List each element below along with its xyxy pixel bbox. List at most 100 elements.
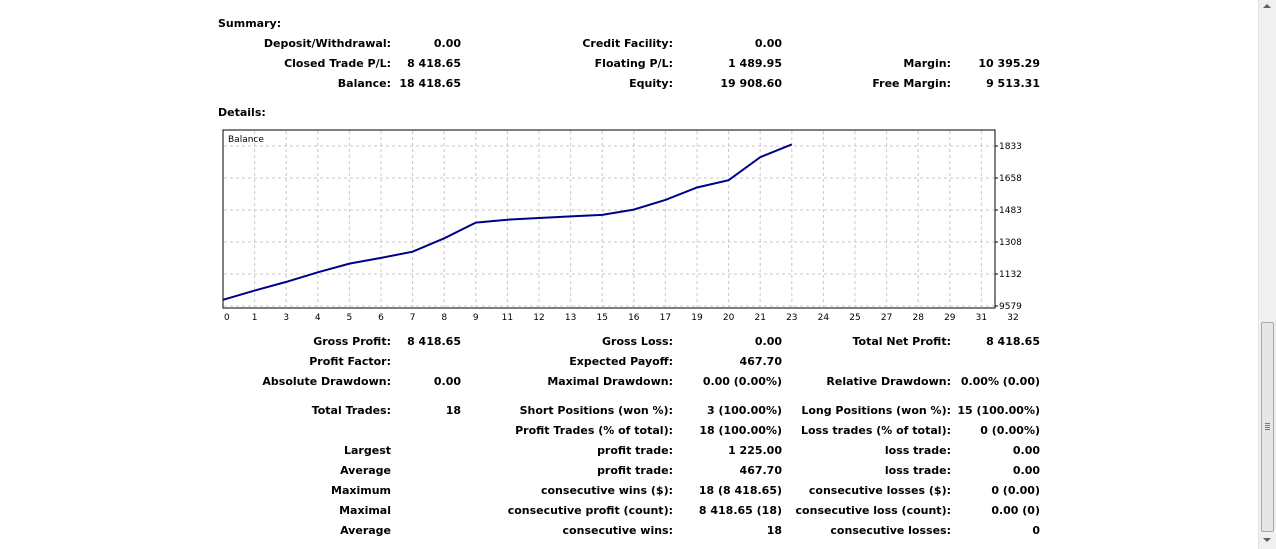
x-tick-label: 7 <box>410 313 416 323</box>
details-label: Absolute Drawdown: <box>262 375 391 388</box>
vertical-scrollbar[interactable] <box>1258 0 1276 549</box>
summary-label: Free Margin: <box>872 77 951 90</box>
details-label: Expected Payoff: <box>569 355 673 368</box>
x-tick-label: 29 <box>944 313 956 323</box>
details-label: Profit Trades (% of total): <box>515 424 673 437</box>
details-label: profit trade: <box>597 464 673 477</box>
x-tick-label: 32 <box>1007 313 1018 323</box>
summary-value: 0.00 <box>433 37 461 50</box>
summary-value: 19 908.60 <box>720 77 782 90</box>
x-tick-label: 5 <box>347 313 353 323</box>
scroll-thumb[interactable] <box>1261 322 1274 532</box>
details-value: 3 (100.00%) <box>706 404 782 417</box>
scroll-up-arrow-icon[interactable] <box>1263 4 1271 8</box>
details-value: 18 (8 418.65) <box>698 484 782 497</box>
details-label: Total Net Profit: <box>852 335 952 348</box>
y-tick-label: 13080 <box>999 238 1022 248</box>
details-value: 18 <box>445 404 461 417</box>
details-label: Gross Profit: <box>313 335 391 348</box>
details-label: Relative Drawdown: <box>826 375 951 388</box>
details-value: 0.00 <box>754 335 782 348</box>
scroll-down-arrow-icon[interactable] <box>1263 538 1271 542</box>
details-value: 0.00% (0.00) <box>960 375 1040 388</box>
details-value: 1 225.00 <box>728 444 782 457</box>
x-tick-label: 12 <box>533 313 544 323</box>
x-tick-label: 9 <box>473 313 479 323</box>
summary-heading: Summary: <box>218 17 282 30</box>
details-value: 467.70 <box>739 464 782 477</box>
balance-series-line <box>222 143 793 301</box>
x-tick-label: 13 <box>565 313 576 323</box>
details-label: Loss trades (% of total): <box>800 424 951 437</box>
x-tick-label: 17 <box>660 313 671 323</box>
details-value: 0.00 (0) <box>991 504 1040 517</box>
details-label: Maximum <box>331 484 391 497</box>
details-value: 0 <box>1032 524 1040 537</box>
details-label: consecutive wins: <box>562 524 673 537</box>
summary-label: Deposit/Withdrawal: <box>263 37 391 50</box>
details-value: 18 <box>766 524 782 537</box>
grip-line <box>1265 427 1270 428</box>
x-tick-label: 1 <box>252 313 258 323</box>
details-value: 8 418.65 (18) <box>698 504 782 517</box>
details-value: 0.00 <box>433 375 461 388</box>
summary-label: Credit Facility: <box>582 37 673 50</box>
details-value: 0.00 <box>1012 464 1040 477</box>
details-value: 467.70 <box>739 355 782 368</box>
x-tick-label: 8 <box>441 313 447 323</box>
details-label: Maximal <box>339 504 391 517</box>
x-tick-label: 6 <box>378 313 384 323</box>
grip-line <box>1265 423 1270 424</box>
details-label: Average <box>340 524 391 537</box>
summary-label: Balance: <box>337 77 391 90</box>
chart-legend: Balance <box>228 135 264 145</box>
details-value: 8 418.65 <box>407 335 461 348</box>
summary-value: 8 418.65 <box>407 57 461 70</box>
details-label: loss trade: <box>884 444 951 457</box>
grip-line <box>1265 425 1270 426</box>
details-value: 8 418.65 <box>986 335 1040 348</box>
details-label: Largest <box>344 444 391 457</box>
details-label: Average <box>340 464 391 477</box>
x-tick-label: 3 <box>283 313 289 323</box>
x-tick-label: 23 <box>786 313 797 323</box>
x-tick-label: 21 <box>754 313 765 323</box>
chart-plot-frame <box>222 129 996 309</box>
x-tick-label: 31 <box>976 313 987 323</box>
balance-chart: 18331165801483013080113299579 0134567891… <box>222 129 1022 323</box>
details-value: 15 (100.00%) <box>957 404 1040 417</box>
x-tick-label: 15 <box>596 313 607 323</box>
y-tick-label: 9579 <box>999 302 1022 312</box>
details-value: 0 (0.00%) <box>980 424 1040 437</box>
chart-grid <box>224 131 994 307</box>
x-tick-label: 11 <box>502 313 513 323</box>
y-tick-label: 16580 <box>999 174 1022 184</box>
summary-value: 9 513.31 <box>986 77 1040 90</box>
details-label: consecutive profit (count): <box>507 504 673 517</box>
details-label: Gross Loss: <box>602 335 673 348</box>
chart-x-axis: 0 1 3 4 5 6 7 8 9 11 12 13 15 16 17 19 20 21 23 24 25 27 28 29 3… <box>224 313 1019 323</box>
details-label: Total Trades: <box>311 404 391 417</box>
details-value: 0 (0.00) <box>991 484 1040 497</box>
x-tick-label: 4 <box>315 313 321 323</box>
details-label: Profit Factor: <box>309 355 391 368</box>
summary-label: Closed Trade P/L: <box>284 57 391 70</box>
y-tick-label: 14830 <box>999 206 1022 216</box>
x-tick-label: 24 <box>818 313 830 323</box>
x-tick-label: 0 <box>224 313 230 323</box>
details-label: Short Positions (won %): <box>519 404 673 417</box>
x-tick-label: 27 <box>881 313 892 323</box>
details-heading: Details: <box>218 106 266 119</box>
x-tick-label: 25 <box>849 313 860 323</box>
x-tick-label: 28 <box>912 313 924 323</box>
x-tick-label: 19 <box>691 313 703 323</box>
details-value: 0.00 <box>1012 444 1040 457</box>
details-value: 18 (100.00%) <box>699 424 782 437</box>
details-label: consecutive wins ($): <box>540 484 673 497</box>
summary-label: Equity: <box>629 77 673 90</box>
summary-value: 0.00 <box>754 37 782 50</box>
details-label: consecutive loss (count): <box>795 504 951 517</box>
